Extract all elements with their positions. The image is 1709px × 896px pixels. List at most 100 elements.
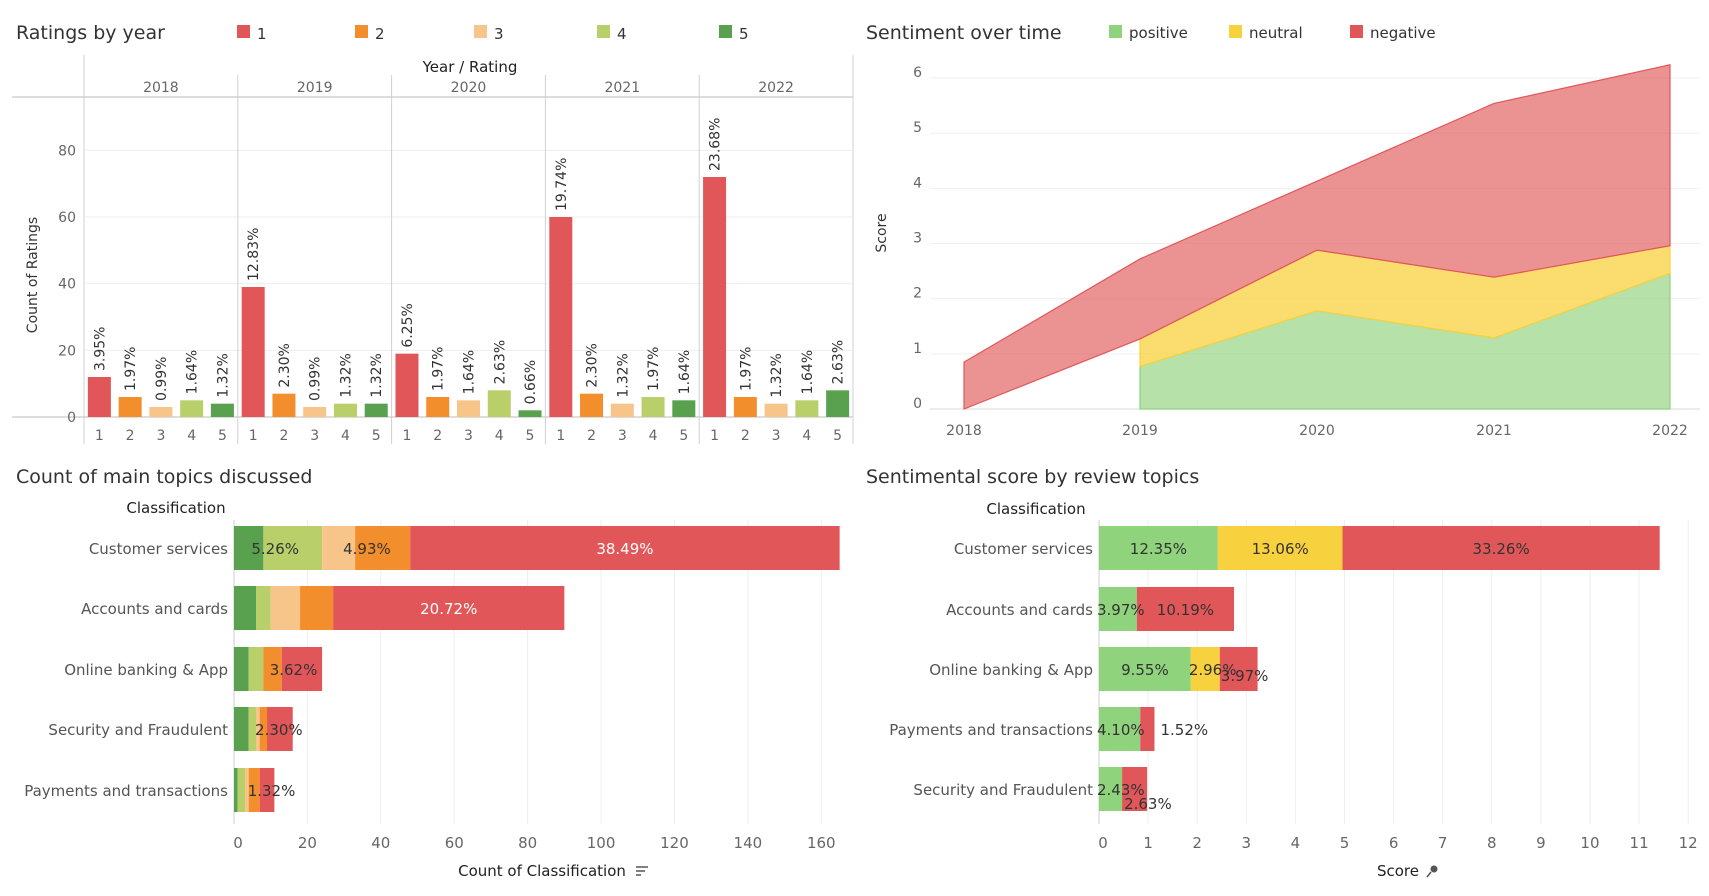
sort-icon[interactable] [636, 866, 648, 876]
bar-label-2019-rating-2: 2.30% [277, 343, 293, 387]
bar-segment-positive [1099, 587, 1137, 631]
legend-label-rating-3: 3 [494, 25, 504, 43]
score-axis-label: Score [874, 213, 890, 252]
bar-2019-rating-2 [272, 393, 296, 417]
bar-label-2020-rating-2: 1.97% [431, 347, 447, 391]
ratings-by-year-title: Ratings by year [16, 22, 165, 44]
bar-segment-positive [1099, 647, 1191, 691]
bar-2021-rating-4 [641, 397, 665, 417]
bar-2019-rating-5 [364, 403, 388, 417]
x-tick-label: 140 [734, 834, 763, 852]
bar-label-2018-rating-2: 1.97% [123, 347, 139, 391]
ratings-text: 0 20 40 60 80 2018 3.95% 1 1.97% 2 0.99% 3 1.64% 4 1.3… [58, 80, 846, 444]
bar-segment-5 [234, 768, 238, 812]
bar-segment-negative [1140, 707, 1155, 751]
legend-swatch-rating-3 [474, 25, 487, 38]
rating-tick-label: 1 [249, 428, 258, 444]
x-tick-label: 60 [445, 834, 464, 852]
y-tick-label: 60 [58, 210, 76, 226]
bar-label: 3.97% [1221, 667, 1269, 685]
bar-2019-rating-1 [241, 287, 265, 417]
topics-text: 0 20 40 60 80 100 120 140 160 Customer services 5.… [24, 540, 835, 852]
bar-segment-5 [234, 707, 249, 751]
bar-2022-rating-4 [795, 400, 819, 417]
bar-segment-5 [234, 526, 264, 570]
x-tick-label: 5 [1340, 834, 1350, 852]
y-tick-label: 1 [913, 341, 922, 357]
bar-segment-negative [1342, 526, 1660, 570]
bar-label: 2.63% [1124, 795, 1172, 813]
bar-label-2020-rating-5: 0.66% [523, 360, 539, 404]
y-tick-label: 80 [58, 143, 76, 159]
bar-segment-negative [1136, 587, 1235, 631]
bar-label: 10.19% [1157, 601, 1214, 619]
bar-label-2018-rating-3: 0.99% [154, 357, 170, 401]
bar-label: 1.52% [1160, 721, 1208, 739]
x-tick-label: 7 [1438, 834, 1448, 852]
y-tick-label: 40 [58, 277, 76, 293]
x-tick-label: 4 [1291, 834, 1301, 852]
year-header-2022: 2022 [758, 80, 794, 96]
x-tick-label: 0 [233, 834, 243, 852]
bar-segment-4 [237, 768, 246, 812]
rating-tick-label: 5 [526, 428, 535, 444]
bar-2020-rating-1 [395, 353, 419, 417]
legend-label-neutral: neutral [1249, 24, 1303, 42]
bar-2018-rating-5 [210, 403, 234, 417]
bar-2022-rating-1 [703, 177, 727, 417]
x-tick-label-2021: 2021 [1476, 423, 1512, 439]
bar-2020-rating-2 [426, 397, 450, 417]
y-tick-label: 5 [913, 120, 922, 136]
bar-segment-4 [248, 647, 264, 691]
x-tick-label: 12 [1679, 834, 1698, 852]
rating-tick-label: 2 [279, 428, 288, 444]
bar-label: 12.35% [1130, 540, 1187, 558]
bar-segment-3 [245, 768, 249, 812]
year-header-2019: 2019 [297, 80, 333, 96]
bar-label: 13.06% [1252, 540, 1309, 558]
bar-segment-neutral [1217, 526, 1343, 570]
y-tick-label: 0 [67, 410, 76, 426]
x-tick-label: 8 [1487, 834, 1497, 852]
topics-bars [234, 526, 840, 812]
bar-segment-2 [355, 526, 411, 570]
rating-tick-label: 4 [495, 428, 504, 444]
bar-label-2018-rating-1: 3.95% [92, 327, 108, 371]
category-label: Security and Fraudulent [913, 781, 1093, 799]
sentiment-over-time-title: Sentiment over time [866, 22, 1062, 44]
year-header-2020: 2020 [451, 80, 487, 96]
rating-tick-label: 3 [310, 428, 319, 444]
x-tick-label: 3 [1242, 834, 1252, 852]
rating-tick-label: 4 [341, 428, 350, 444]
ratings-legend: 1 2 3 4 5 [237, 25, 749, 43]
area-negative [963, 64, 1671, 410]
bar-label: 3.97% [1097, 601, 1145, 619]
category-label: Accounts and cards [81, 600, 228, 618]
rating-tick-label: 4 [187, 428, 196, 444]
rating-tick-label: 3 [464, 428, 473, 444]
x-tick-label: 100 [587, 834, 616, 852]
pin-icon[interactable] [1426, 865, 1438, 878]
rating-tick-label: 1 [710, 428, 719, 444]
bar-2020-rating-3 [457, 400, 480, 417]
year-header-2021: 2021 [604, 80, 640, 96]
year-rating-header: Year / Rating [422, 58, 518, 76]
rating-tick-label: 1 [95, 428, 104, 444]
bar-segment-neutral [1190, 647, 1220, 691]
bar-label-2021-rating-3: 1.32% [615, 353, 631, 397]
category-label: Online banking & App [64, 661, 228, 679]
legend-label-rating-5: 5 [739, 25, 749, 43]
bar-2022-rating-5 [826, 390, 850, 417]
bar-segment-5 [234, 647, 249, 691]
bar-label-2021-rating-2: 2.30% [585, 343, 601, 387]
x-tick-label: 160 [807, 834, 836, 852]
legend-label-negative: negative [1370, 24, 1436, 42]
x-tick-label: 10 [1580, 834, 1599, 852]
rating-tick-label: 1 [403, 428, 412, 444]
bar-label: 2.96% [1189, 661, 1237, 679]
bar-label-2021-rating-1: 19.74% [554, 158, 570, 211]
topic-sentiment-bars [1099, 526, 1660, 811]
sentiment-score-axis-label: Score [1377, 862, 1419, 880]
bar-segment-5 [234, 586, 257, 630]
bar-label-2018-rating-4: 1.64% [185, 350, 201, 394]
